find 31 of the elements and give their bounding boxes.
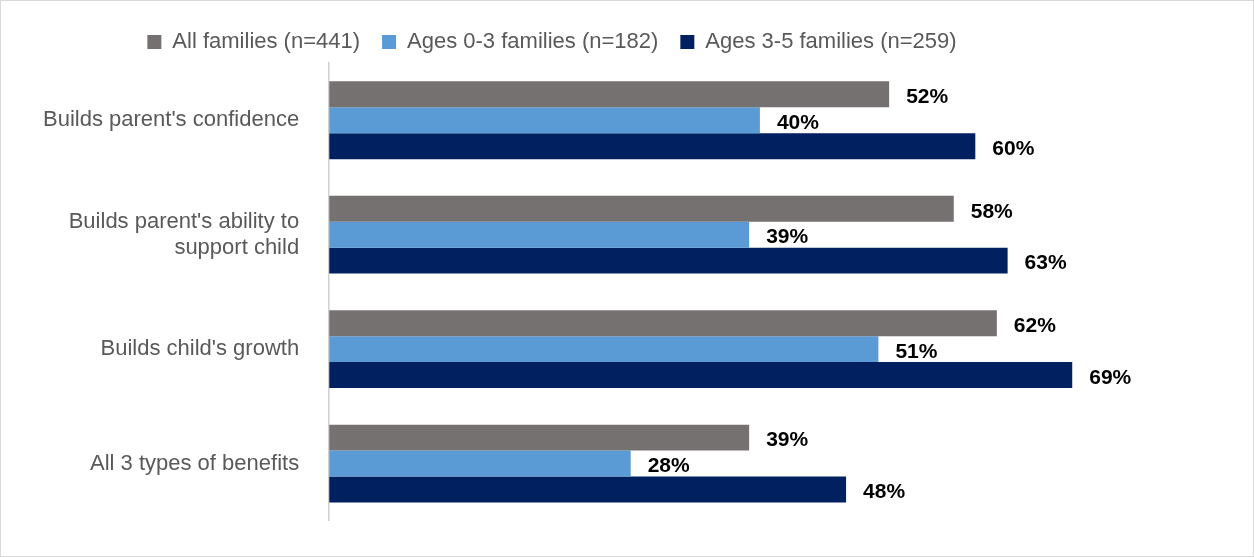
bar [329, 336, 879, 363]
data-label: 52% [906, 84, 949, 108]
data-label: 28% [647, 453, 691, 477]
bar [329, 133, 976, 160]
bar [329, 310, 997, 337]
y-tick-label: Builds child's growth [100, 335, 300, 361]
data-label: 63% [1024, 250, 1067, 274]
data-label: 69% [1089, 364, 1132, 388]
bar [329, 107, 760, 134]
bar [329, 362, 1073, 389]
data-label: 62% [1013, 312, 1057, 336]
data-label: 58% [970, 198, 1014, 222]
bar [329, 450, 631, 477]
legend-label: Ages 0-3 families (n=182) [407, 28, 659, 54]
y-tick-label: Builds parent's ability to support child [68, 207, 300, 259]
bar [329, 221, 750, 248]
y-tick-label: Builds parent's confidence [43, 106, 300, 132]
bar [329, 424, 750, 451]
data-label: 48% [863, 479, 906, 503]
legend-label: All families (n=441) [172, 28, 361, 54]
data-label: 39% [766, 224, 809, 248]
bar [329, 476, 847, 503]
bar [329, 195, 954, 222]
data-label: 51% [895, 338, 938, 362]
data-label: 40% [776, 110, 820, 134]
data-label: 39% [766, 427, 809, 451]
bar [329, 81, 890, 108]
data-label: 60% [992, 135, 1035, 159]
legend-label: Ages 3-5 families (n=259) [705, 28, 957, 54]
y-tick-label: All 3 types of benefits [90, 449, 300, 475]
bar [329, 247, 1008, 274]
